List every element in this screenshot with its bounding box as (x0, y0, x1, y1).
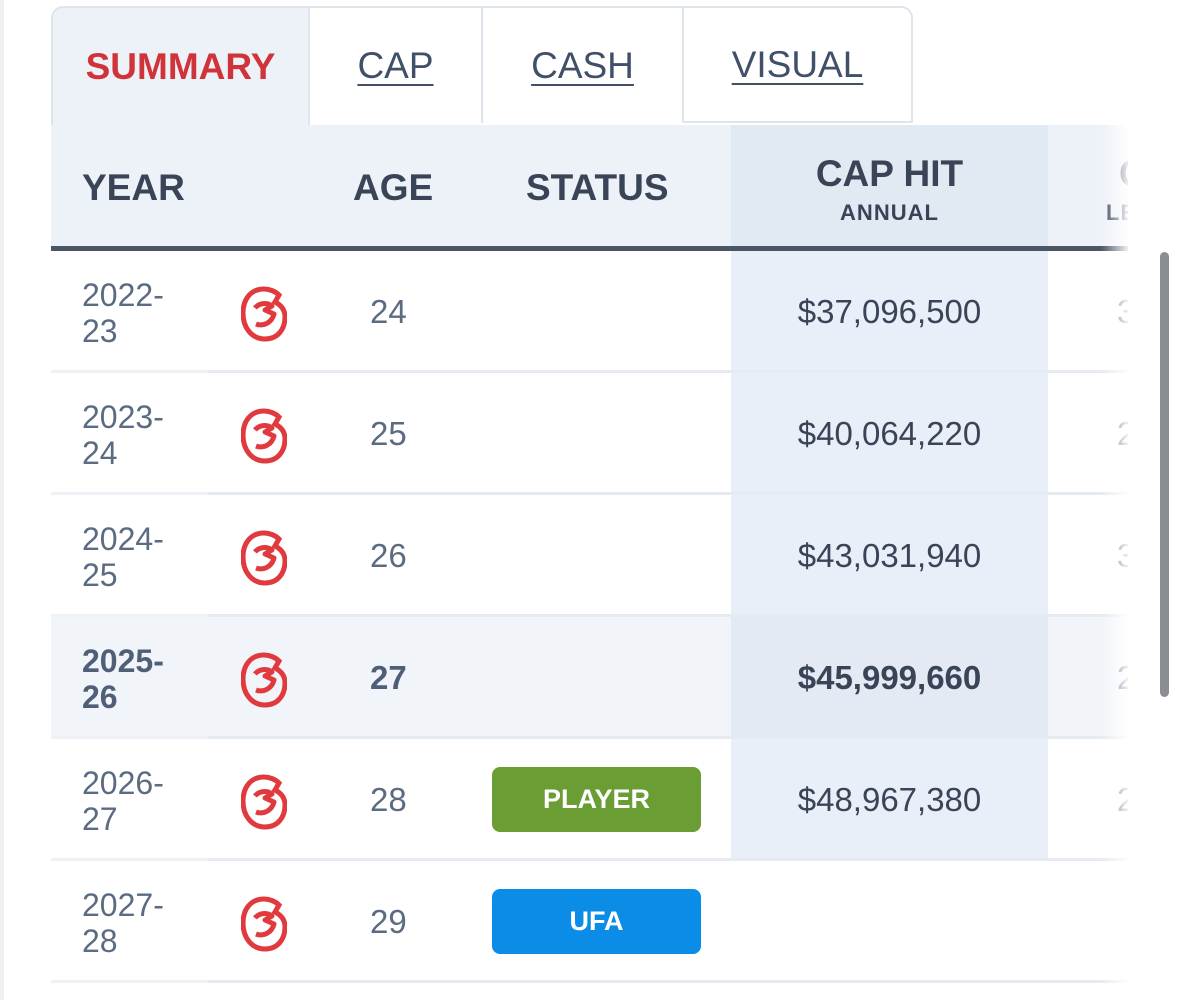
season-year: 2022- 23 (82, 277, 164, 349)
cap-hit-header[interactable]: CAP HIT (815, 153, 964, 194)
row-divider (51, 492, 1128, 495)
next-column-subheader: LE (1106, 200, 1128, 225)
cap-hit-cell-bg (731, 495, 1048, 617)
cap-hit-cell: $37,096,500 (797, 293, 982, 330)
tab-cash[interactable]: CASH (481, 6, 684, 123)
season-year: 2027- 28 (82, 887, 164, 959)
season-year: 2026- 27 (82, 765, 164, 837)
hawks-logo-icon[interactable] (241, 774, 287, 830)
age-cell: 27 (370, 659, 407, 696)
hawks-logo-icon[interactable] (241, 652, 287, 708)
year-header[interactable]: YEAR (82, 167, 185, 208)
next-column-cell: 2 (1117, 415, 1128, 452)
cap-hit-header-bg (731, 125, 1048, 246)
row-divider (51, 858, 1128, 861)
hawks-logo-icon[interactable] (241, 408, 287, 464)
age-cell: 25 (370, 415, 407, 452)
cap-hit-subheader: ANNUAL (840, 200, 939, 225)
tab-cap[interactable]: CAP (308, 6, 483, 123)
table-row: 2022- 23 24 $37,096,500 3 (51, 251, 1128, 373)
row-divider (51, 370, 1128, 373)
table-row: 2026- 27 28 PLAYER $48,967,380 2 (51, 739, 1128, 861)
hawks-logo-icon[interactable] (241, 286, 287, 342)
status-badge: PLAYER (492, 767, 701, 832)
row-divider (51, 736, 1128, 739)
cap-hit-cell-bg (731, 251, 1048, 373)
tab-visual[interactable]: VISUAL (682, 6, 913, 123)
header-rule (51, 246, 1128, 251)
hawks-logo-icon[interactable] (241, 896, 287, 952)
cap-hit-cell: $45,999,660 (797, 659, 982, 696)
table-row: 2027- 28 29 UFA (51, 861, 1128, 983)
cap-hit-cell: $43,031,940 (797, 537, 982, 574)
cap-hit-cell: $48,967,380 (797, 781, 982, 818)
age-cell: 24 (370, 293, 407, 330)
age-cell: 29 (370, 903, 407, 940)
season-year: 2025- 26 (82, 643, 164, 715)
contract-table: YEAR AGE STATUS CAP HIT ANNUAL C LE 2022… (51, 125, 1128, 1000)
age-header[interactable]: AGE (353, 167, 434, 208)
age-cell: 26 (370, 537, 407, 574)
next-column-cell: 2 (1117, 659, 1128, 696)
next-column-header[interactable]: C (1119, 153, 1128, 195)
season-year: 2023- 24 (82, 399, 164, 471)
table-row: 2025- 26 27 $45,999,660 2 (51, 617, 1128, 739)
tab-summary[interactable]: SUMMARY (51, 6, 310, 126)
age-cell: 28 (370, 781, 407, 818)
cap-hit-cell-bg (731, 617, 1048, 739)
page-edge (0, 0, 4, 1000)
status-badge: UFA (492, 889, 701, 954)
status-header[interactable]: STATUS (526, 167, 669, 208)
row-divider (51, 980, 1128, 983)
season-year: 2024- 25 (82, 521, 164, 593)
next-column-cell: 3 (1117, 537, 1128, 574)
table-header: YEAR AGE STATUS CAP HIT ANNUAL C LE (51, 125, 1128, 246)
vertical-scrollbar[interactable] (1160, 252, 1169, 697)
table-row: 2024- 25 26 $43,031,940 3 (51, 495, 1128, 617)
tab-bar: SUMMARY CAP CASH VISUAL (51, 6, 913, 126)
table-row: 2023- 24 25 $40,064,220 2 (51, 373, 1128, 495)
cap-hit-cell-bg (731, 739, 1048, 861)
row-divider (51, 614, 1128, 617)
cap-hit-cell: $40,064,220 (797, 415, 982, 452)
next-column-cell: 3 (1117, 293, 1128, 330)
hawks-logo-icon[interactable] (241, 530, 287, 586)
cap-hit-cell-bg (731, 373, 1048, 495)
next-column-cell: 2 (1117, 781, 1128, 818)
